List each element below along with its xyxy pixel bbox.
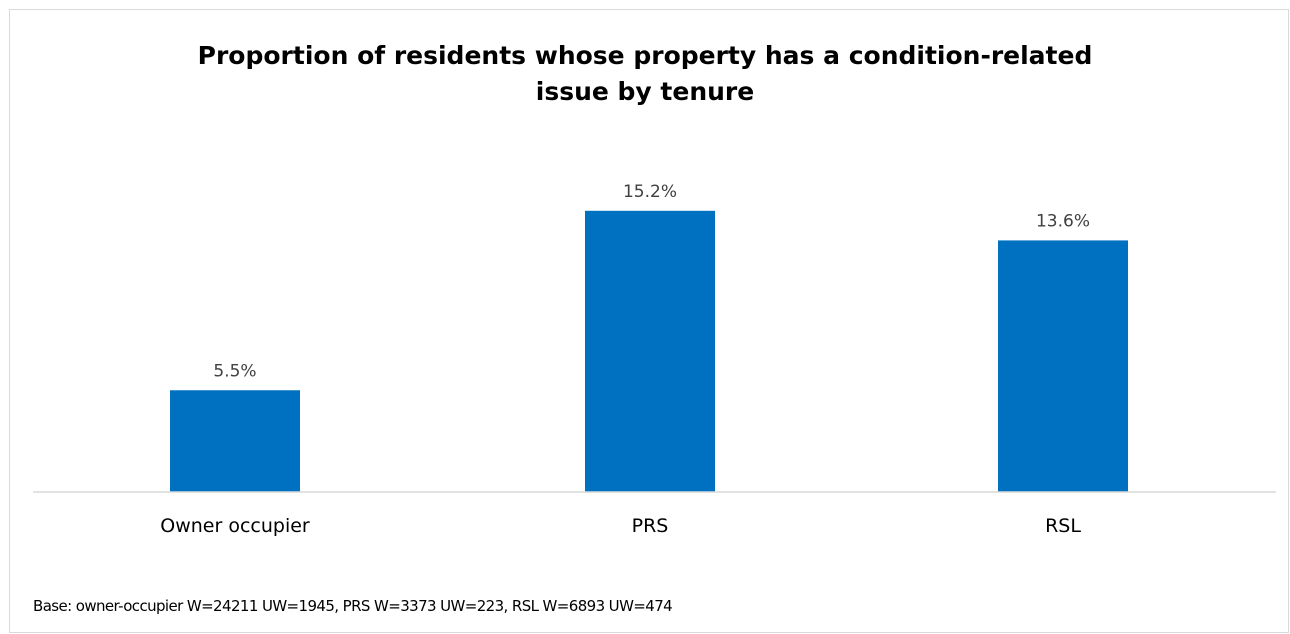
- bar-rsl: [998, 240, 1128, 492]
- category-labels-group: Owner occupier PRS RSL: [160, 515, 1081, 537]
- category-label: RSL: [1045, 515, 1081, 537]
- bar-prs: [585, 210, 715, 493]
- category-label: Owner occupier: [160, 515, 310, 537]
- data-label: 5.5%: [213, 361, 256, 381]
- category-label: PRS: [632, 515, 669, 537]
- bars-group: [170, 210, 1128, 493]
- data-label: 15.2%: [623, 182, 677, 202]
- chart-title: Proportion of residents whose property h…: [197, 41, 1093, 106]
- bar-owner-occupier: [170, 390, 300, 492]
- value-labels-group: 5.5% 15.2% 13.6%: [213, 182, 1090, 381]
- data-label: 13.6%: [1036, 211, 1090, 231]
- base-footnote: Base: owner-occupier W=24211 UW=1945, PR…: [33, 597, 673, 615]
